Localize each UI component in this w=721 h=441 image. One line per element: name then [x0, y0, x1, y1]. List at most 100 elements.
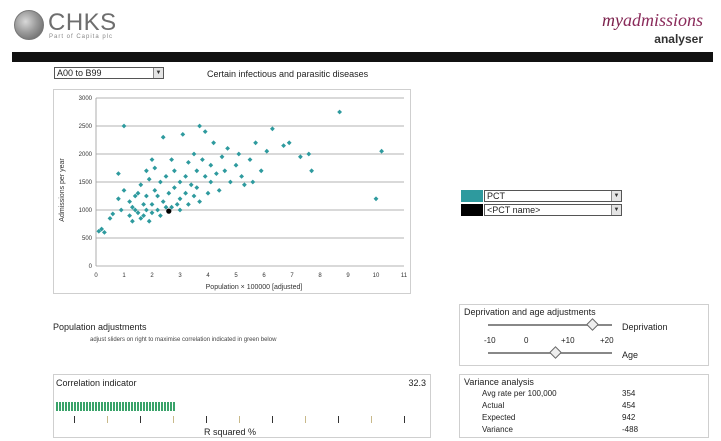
data-point [149, 210, 155, 216]
correlation-bar-segment [143, 402, 145, 411]
data-point [286, 140, 292, 146]
app-brand: myadmissions [602, 10, 703, 31]
chevron-down-icon[interactable]: ▼ [611, 191, 621, 201]
data-point [121, 123, 127, 129]
data-point [177, 196, 183, 202]
variance-row-label: Actual [482, 401, 505, 410]
data-point [247, 157, 253, 162]
data-point [149, 157, 155, 162]
data-point [197, 199, 202, 204]
data-point [202, 129, 208, 134]
data-point [306, 151, 312, 157]
data-point [225, 146, 230, 151]
data-point [177, 179, 183, 185]
variance-analysis-panel: Variance analysis Avg rate per 100,000 3… [459, 374, 709, 438]
data-point [281, 143, 286, 148]
correlation-bar-segment [164, 402, 166, 411]
data-point [135, 210, 141, 216]
correlation-scale-tick [272, 416, 273, 423]
x-tick-label: 10 [373, 273, 380, 279]
diagnosis-select[interactable]: A00 to B99 ▼ [54, 67, 164, 79]
data-point [144, 193, 149, 199]
data-point [163, 174, 169, 179]
correlation-bar-segment [107, 402, 109, 411]
deprivation-age-title: Deprivation and age adjustments [464, 307, 596, 317]
data-point [166, 190, 172, 196]
correlation-scale-tick [107, 416, 108, 423]
data-point [258, 168, 264, 174]
data-point [141, 213, 146, 218]
data-point [169, 204, 174, 210]
data-point [222, 168, 228, 174]
data-point [138, 182, 144, 188]
data-point [130, 204, 135, 210]
logo-text: CHKS [48, 9, 117, 36]
correlation-bar-segment [89, 402, 91, 411]
correlation-scale-tick [338, 416, 339, 423]
correlation-scale-tick [404, 416, 405, 423]
data-point [183, 190, 188, 196]
correlation-bar-segment [173, 402, 175, 411]
diagnosis-select-value: A00 to B99 [57, 68, 102, 78]
data-point [242, 182, 247, 188]
age-label: Age [622, 350, 639, 360]
data-point [155, 207, 160, 213]
age-slider-thumb[interactable] [549, 346, 563, 359]
y-axis-ticks: 0 500 1000 1500 2000 2500 3000 [79, 96, 93, 270]
correlation-bar-segment [152, 402, 154, 411]
correlation-bar-segment [146, 402, 148, 411]
deprivation-slider-track[interactable] [488, 324, 612, 326]
data-point [373, 196, 379, 202]
data-point [379, 148, 384, 154]
slider-tick-label: +20 [600, 336, 614, 345]
scatter-chart-panel: 0 500 1000 1500 2000 2500 3000 0 1 2 3 4 5 6 7 8 9 10 11 … [53, 89, 411, 294]
correlation-scale-tick [239, 416, 240, 423]
y-tick-label: 3000 [79, 96, 93, 102]
correlation-scale-tick [206, 416, 207, 423]
population-adjustments-note: adjust sliders on right to maximise corr… [90, 337, 277, 343]
correlation-scale-tick [305, 416, 306, 423]
correlation-scale-tick [74, 416, 75, 423]
data-point [228, 179, 233, 185]
pct-select[interactable]: PCT ▼ [484, 190, 622, 202]
correlation-bar-segment [137, 402, 139, 411]
pct-name-select[interactable]: <PCT name> ▼ [484, 204, 622, 216]
slider-tick-label: 0 [524, 336, 529, 345]
data-point [253, 140, 258, 146]
correlation-bar-segment [122, 402, 124, 411]
data-point [270, 126, 275, 132]
data-point [146, 218, 152, 224]
correlation-bar-segment [119, 402, 121, 411]
data-point [152, 165, 158, 171]
data-point [102, 230, 107, 235]
correlation-bar-segment [71, 402, 73, 411]
correlation-scale-tick [371, 416, 372, 423]
correlation-bar-segment [92, 402, 94, 411]
x-tick-label: 7 [290, 273, 294, 279]
data-point [155, 193, 160, 199]
x-tick-label: 9 [346, 273, 350, 279]
correlation-bar-segment [59, 402, 61, 411]
y-tick-label: 2000 [79, 152, 93, 158]
chevron-down-icon[interactable]: ▼ [611, 205, 621, 215]
data-point [146, 176, 152, 182]
data-point [144, 207, 149, 213]
data-point [214, 171, 219, 176]
chevron-down-icon[interactable]: ▼ [153, 68, 163, 78]
data-point [233, 162, 239, 168]
variance-title: Variance analysis [464, 377, 534, 387]
x-tick-label: 6 [262, 273, 266, 279]
x-tick-label: 0 [94, 273, 98, 279]
deprivation-slider-thumb[interactable] [586, 318, 600, 331]
data-point [188, 182, 194, 188]
data-point [205, 190, 211, 196]
brand-my: my [601, 10, 623, 30]
pct-select-value: PCT [487, 191, 505, 201]
correlation-bar-segment [80, 402, 82, 411]
data-point [138, 216, 144, 221]
data-point [250, 179, 256, 185]
correlation-bar-segment [134, 402, 136, 411]
y-tick-label: 2500 [79, 124, 93, 130]
x-tick-label: 11 [401, 273, 408, 279]
data-point [208, 179, 214, 185]
